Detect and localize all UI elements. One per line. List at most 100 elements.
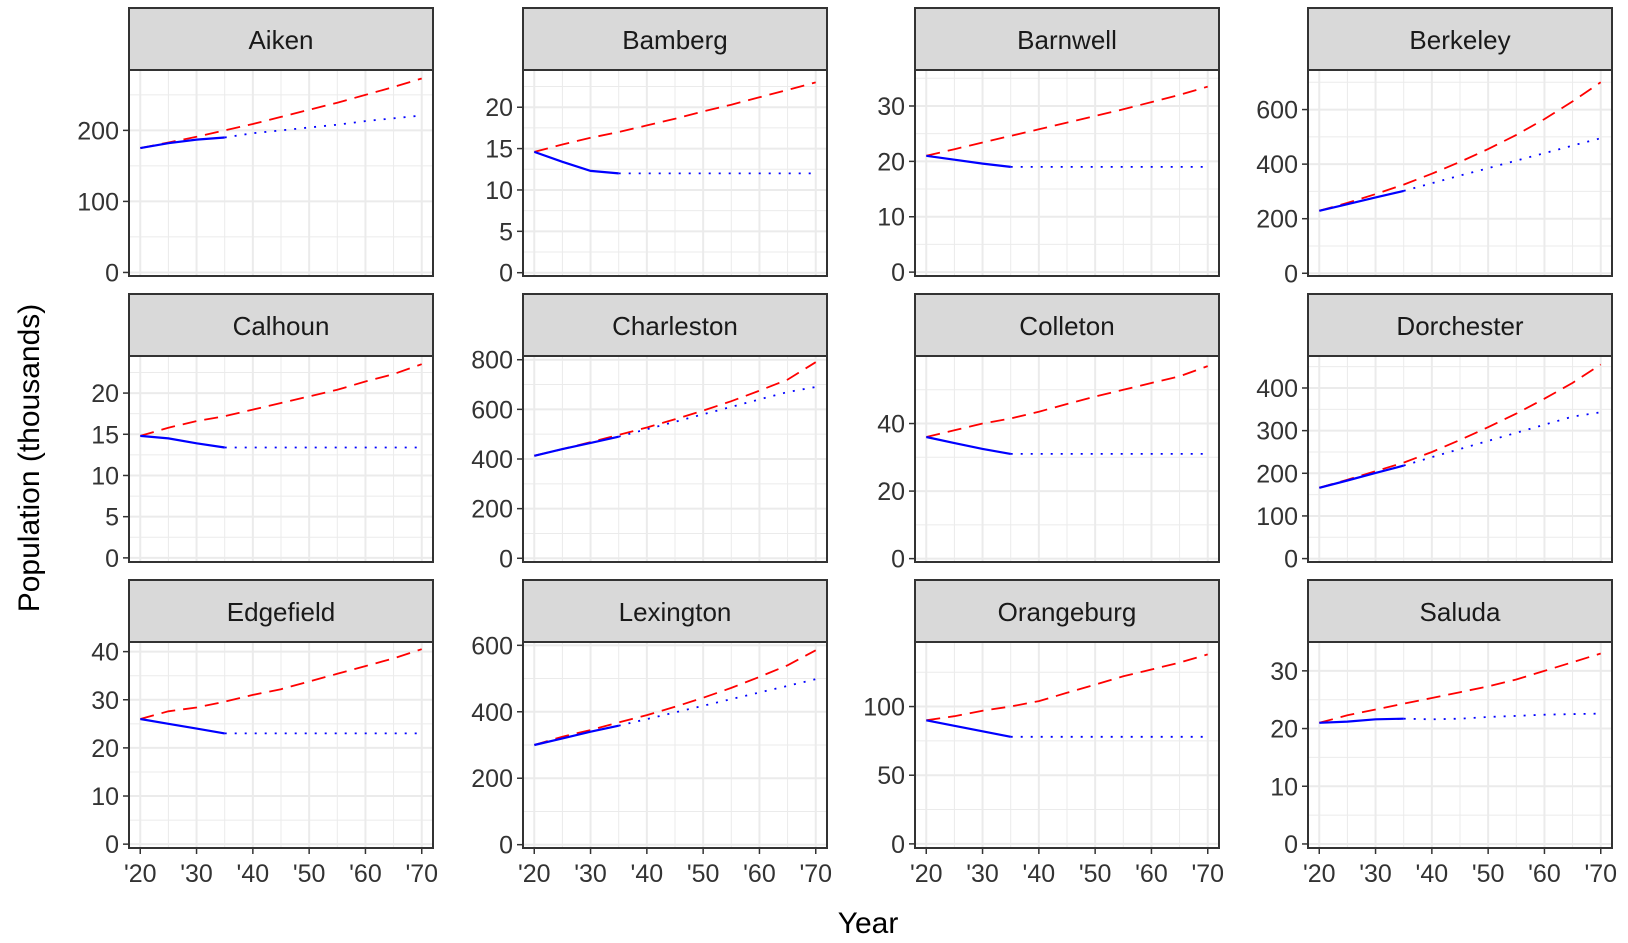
- series-line-dashed-red: [926, 653, 1208, 722]
- y-tick-label: 400: [1256, 375, 1298, 403]
- strip-background: [128, 7, 434, 71]
- x-axis-title: Year: [838, 907, 899, 940]
- y-tick-label: 0: [1284, 260, 1298, 288]
- facet-panel: Colleton 0 20 40: [877, 293, 1220, 574]
- y-tick-label: 0: [105, 259, 119, 287]
- y-tick-label: 20: [91, 735, 119, 763]
- strip-title: Barnwell: [1017, 25, 1117, 55]
- x-tick-label: '60: [1528, 860, 1561, 888]
- panel-border: [914, 355, 1220, 563]
- y-tick-label: 5: [499, 218, 513, 246]
- y-tick-label: 600: [471, 632, 513, 660]
- series-line-dashed-red: [140, 363, 422, 437]
- y-tick-label: 0: [105, 831, 119, 859]
- y-tick-label: 50: [877, 762, 905, 790]
- x-tick-label: '70: [1191, 860, 1224, 888]
- series-line-solid-blue: [926, 435, 1011, 455]
- y-tick-label: 0: [105, 545, 119, 573]
- panel-border: [128, 641, 434, 849]
- series-line-dashed-red: [1319, 81, 1602, 212]
- x-tick-label: '60: [743, 860, 776, 888]
- strip-background: [522, 579, 828, 643]
- y-tick-label: 20: [485, 94, 513, 122]
- facet-panel: Saluda 0 10 20 30 '20 '30 '40 '50 '60 '70: [1270, 579, 1617, 888]
- x-tick-label: '50: [293, 860, 326, 888]
- y-tick-label: 20: [1270, 716, 1298, 744]
- y-tick-label: 400: [471, 699, 513, 727]
- series-line-dashed-red: [140, 648, 422, 720]
- y-axis-title: Population (thousands): [13, 304, 46, 613]
- series-line-dashed-red: [140, 77, 422, 149]
- strip-title: Berkeley: [1409, 25, 1510, 55]
- x-tick-label: '60: [349, 860, 382, 888]
- facet-panel: Aiken 0 100 200: [77, 7, 434, 287]
- x-tick-label: '20: [1303, 860, 1336, 888]
- strip-title: Charleston: [612, 311, 738, 341]
- strip-title: Bamberg: [622, 25, 728, 55]
- series-line-solid-blue: [926, 154, 1011, 168]
- x-tick-label: '40: [237, 860, 270, 888]
- x-tick-label: '20: [518, 860, 551, 888]
- series-line-dotted-blue: [618, 386, 816, 438]
- series-line-dotted-blue: [1403, 137, 1601, 192]
- y-tick-label: 20: [91, 380, 119, 408]
- facet-panel: Barnwell 0 10 20 30: [877, 7, 1220, 287]
- strip-background: [1307, 7, 1613, 71]
- series-line-dashed-red: [1319, 363, 1602, 489]
- y-tick-label: 15: [91, 421, 119, 449]
- series-line-solid-blue: [926, 719, 1011, 738]
- y-tick-label: 10: [1270, 773, 1298, 801]
- x-tick-label: '30: [574, 860, 607, 888]
- y-tick-label: 200: [1256, 206, 1298, 234]
- facet-panel: Bamberg 0 5 10 15 20: [485, 7, 828, 288]
- strip-title: Lexington: [619, 597, 732, 627]
- strip-background: [914, 7, 1220, 71]
- series-line-solid-blue: [140, 136, 225, 150]
- panel-border: [128, 355, 434, 563]
- facet-panel: Lexington 0 200 400 600 '20 '30 '40 '50 '60 '70: [471, 579, 832, 888]
- series-line-dashed-red: [926, 365, 1209, 438]
- facet-panels: Aiken0100200Bamberg05101520Barnwell01020…: [77, 7, 1617, 888]
- panel-border: [1307, 641, 1613, 849]
- series-line-solid-blue: [534, 435, 619, 457]
- y-tick-label: 10: [91, 462, 119, 490]
- y-tick-label: 600: [471, 396, 513, 424]
- strip-title: Dorchester: [1396, 311, 1523, 341]
- y-tick-label: 30: [1270, 658, 1298, 686]
- y-tick-label: 800: [471, 347, 513, 375]
- strip-background: [128, 579, 434, 643]
- strip-title: Colleton: [1019, 311, 1114, 341]
- series-line-dashed-red: [1319, 652, 1601, 724]
- x-tick-label: '20: [124, 860, 157, 888]
- facet-panel: Orangeburg 0 50 100 '20 '30 '40 '50 '60 '70: [863, 579, 1224, 888]
- y-tick-label: 0: [499, 260, 513, 288]
- y-tick-label: 0: [1284, 831, 1298, 859]
- y-tick-label: 10: [877, 204, 905, 232]
- y-tick-label: 40: [91, 639, 119, 667]
- strip-title: Orangeburg: [998, 597, 1137, 627]
- panel-border: [128, 69, 434, 277]
- panel-border: [1307, 69, 1613, 277]
- x-tick-label: '30: [180, 860, 213, 888]
- series-line-solid-blue: [534, 724, 619, 747]
- y-tick-label: 400: [471, 446, 513, 474]
- series-line-dashed-red: [534, 81, 816, 153]
- facet-panel: Charleston 0 200 400 600 800: [471, 293, 828, 573]
- y-tick-label: 0: [499, 545, 513, 573]
- y-tick-label: 100: [863, 694, 905, 722]
- x-tick-label: '70: [799, 860, 832, 888]
- x-tick-label: '50: [1079, 860, 1112, 888]
- facet-panel: Edgefield 0 10 20 30 40 '20 '30 '40 '50 '60 '70: [91, 579, 438, 888]
- series-line-dotted-blue: [1403, 411, 1601, 467]
- x-tick-label: '40: [631, 860, 664, 888]
- series-line-solid-blue: [1319, 464, 1404, 489]
- y-tick-label: 40: [877, 411, 905, 439]
- x-tick-label: '70: [405, 860, 438, 888]
- y-tick-label: 200: [77, 117, 119, 145]
- x-tick-label: '40: [1023, 860, 1056, 888]
- series-line-dashed-red: [926, 85, 1208, 157]
- y-tick-label: 30: [91, 687, 119, 715]
- strip-background: [914, 579, 1220, 643]
- x-tick-label: '20: [910, 860, 943, 888]
